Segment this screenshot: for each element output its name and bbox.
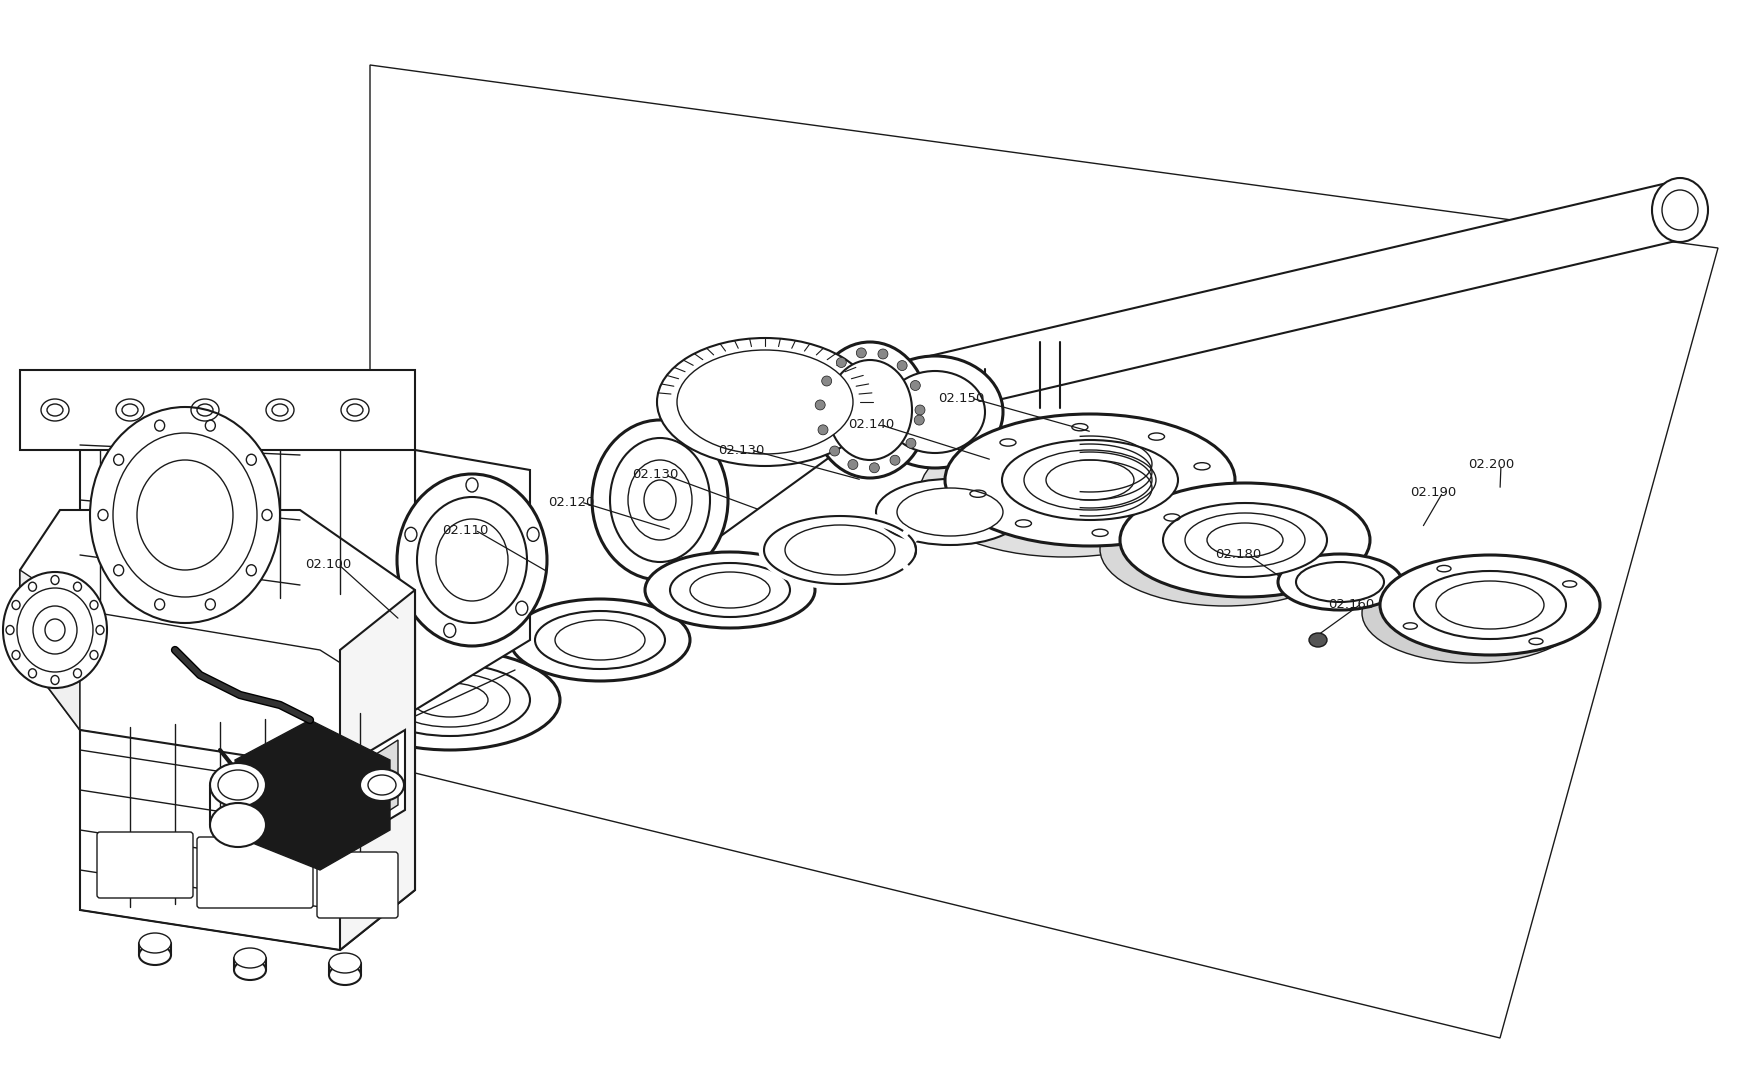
Ellipse shape — [920, 425, 1209, 557]
Ellipse shape — [90, 407, 280, 623]
Polygon shape — [659, 372, 870, 580]
Ellipse shape — [763, 516, 915, 584]
Ellipse shape — [1045, 460, 1134, 500]
Ellipse shape — [3, 572, 106, 688]
Circle shape — [915, 406, 925, 415]
Circle shape — [856, 348, 866, 357]
Text: 02.100: 02.100 — [304, 557, 351, 570]
Ellipse shape — [137, 460, 233, 570]
Polygon shape — [235, 720, 390, 870]
Text: 02.110: 02.110 — [442, 523, 489, 536]
Ellipse shape — [1184, 513, 1304, 567]
Polygon shape — [355, 730, 405, 840]
Circle shape — [909, 381, 920, 391]
Ellipse shape — [1308, 633, 1327, 647]
Ellipse shape — [139, 945, 170, 965]
Polygon shape — [19, 510, 416, 770]
Polygon shape — [362, 740, 398, 828]
Text: 02.190: 02.190 — [1409, 486, 1456, 499]
Ellipse shape — [670, 563, 790, 617]
Circle shape — [816, 400, 824, 410]
Ellipse shape — [113, 433, 257, 597]
Ellipse shape — [828, 360, 911, 460]
Ellipse shape — [591, 421, 727, 580]
Ellipse shape — [339, 649, 560, 750]
Circle shape — [817, 425, 828, 434]
Ellipse shape — [396, 474, 546, 646]
Ellipse shape — [510, 599, 690, 681]
Text: 02.200: 02.200 — [1468, 459, 1513, 472]
Circle shape — [847, 459, 857, 470]
Ellipse shape — [1379, 555, 1600, 655]
Polygon shape — [80, 610, 416, 770]
Ellipse shape — [217, 770, 257, 800]
Ellipse shape — [390, 673, 510, 727]
Ellipse shape — [643, 480, 676, 520]
Ellipse shape — [1435, 581, 1542, 629]
Ellipse shape — [897, 488, 1002, 536]
Ellipse shape — [875, 479, 1024, 545]
Ellipse shape — [329, 965, 360, 985]
Ellipse shape — [866, 356, 1002, 468]
Text: 02.140: 02.140 — [847, 418, 894, 431]
Text: 02.150: 02.150 — [937, 392, 984, 404]
Ellipse shape — [812, 342, 927, 478]
Ellipse shape — [1002, 440, 1177, 520]
Polygon shape — [416, 450, 530, 710]
Polygon shape — [339, 590, 416, 950]
Circle shape — [830, 446, 840, 456]
Circle shape — [821, 376, 831, 386]
Polygon shape — [80, 710, 416, 950]
Ellipse shape — [412, 683, 487, 717]
Polygon shape — [19, 370, 416, 450]
Ellipse shape — [676, 350, 852, 454]
Ellipse shape — [534, 611, 664, 669]
Ellipse shape — [1296, 562, 1383, 602]
FancyBboxPatch shape — [197, 837, 313, 908]
Polygon shape — [870, 180, 1680, 430]
Ellipse shape — [233, 948, 266, 968]
Ellipse shape — [1276, 554, 1402, 610]
Circle shape — [906, 439, 915, 448]
Circle shape — [897, 361, 906, 370]
Ellipse shape — [657, 338, 873, 467]
Text: 02.130: 02.130 — [631, 469, 678, 482]
Ellipse shape — [1162, 503, 1327, 577]
Ellipse shape — [645, 552, 814, 628]
Polygon shape — [19, 570, 80, 730]
Circle shape — [913, 415, 923, 425]
Circle shape — [878, 349, 887, 358]
Ellipse shape — [210, 802, 266, 847]
Ellipse shape — [1120, 483, 1369, 597]
Circle shape — [889, 455, 899, 465]
Ellipse shape — [885, 371, 984, 453]
Ellipse shape — [329, 953, 360, 973]
Text: 02.120: 02.120 — [548, 495, 595, 508]
Ellipse shape — [139, 933, 170, 953]
Text: 02.130: 02.130 — [718, 443, 763, 457]
Circle shape — [870, 463, 878, 473]
Ellipse shape — [360, 769, 403, 801]
Ellipse shape — [1414, 571, 1565, 639]
Circle shape — [836, 357, 845, 367]
Text: 02.160: 02.160 — [1327, 597, 1374, 611]
Ellipse shape — [210, 763, 266, 807]
Ellipse shape — [610, 438, 710, 562]
Ellipse shape — [1024, 450, 1155, 510]
FancyBboxPatch shape — [316, 852, 398, 918]
Text: 02.180: 02.180 — [1214, 549, 1261, 562]
Ellipse shape — [1362, 563, 1581, 663]
Ellipse shape — [1207, 523, 1282, 557]
Polygon shape — [80, 389, 416, 649]
Ellipse shape — [628, 460, 692, 540]
Ellipse shape — [784, 525, 894, 575]
Ellipse shape — [944, 414, 1235, 546]
Ellipse shape — [690, 572, 770, 608]
Ellipse shape — [370, 664, 530, 736]
FancyBboxPatch shape — [97, 832, 193, 898]
Ellipse shape — [555, 620, 645, 660]
Ellipse shape — [1650, 178, 1708, 242]
Ellipse shape — [233, 960, 266, 980]
Ellipse shape — [1099, 492, 1349, 606]
